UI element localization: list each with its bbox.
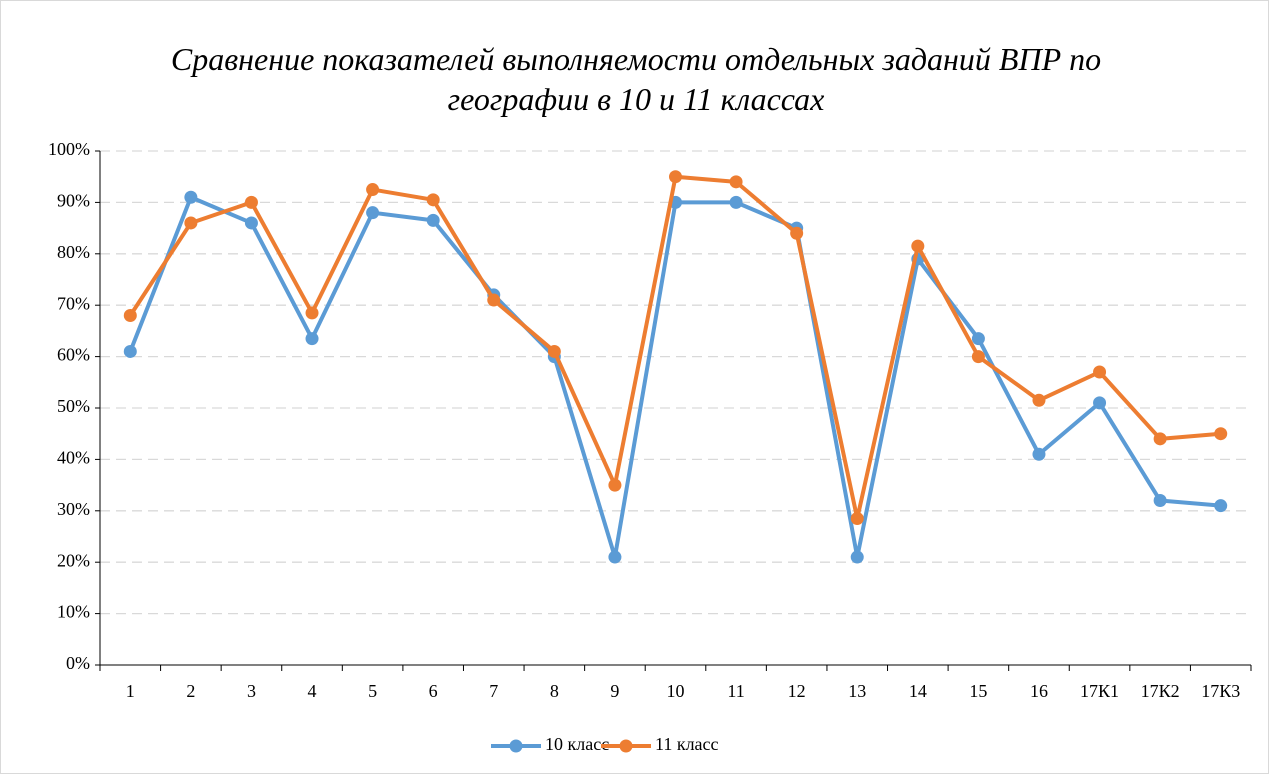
marker — [426, 213, 440, 227]
legend-marker — [619, 739, 633, 753]
marker — [1214, 427, 1228, 441]
marker — [850, 512, 864, 526]
x-tick-label: 5 — [368, 681, 377, 701]
x-tick-label: 4 — [308, 681, 317, 701]
x-tick-label: 10 — [667, 681, 685, 701]
y-tick-label: 100% — [48, 139, 90, 159]
marker — [608, 550, 622, 564]
y-tick-label: 70% — [57, 293, 90, 313]
marker — [366, 206, 380, 220]
x-tick-label: 3 — [247, 681, 256, 701]
y-tick-label: 0% — [66, 653, 90, 673]
marker — [790, 226, 804, 240]
x-tick-label: 13 — [848, 681, 866, 701]
marker — [123, 344, 137, 358]
x-tick-label: 17К1 — [1080, 681, 1119, 701]
marker — [123, 308, 137, 322]
marker — [971, 332, 985, 346]
marker — [1032, 447, 1046, 461]
x-tick-label: 15 — [969, 681, 987, 701]
legend-label: 11 класс — [655, 734, 719, 754]
y-tick-label: 20% — [57, 550, 90, 570]
marker — [244, 216, 258, 230]
marker — [729, 175, 743, 189]
y-tick-label: 60% — [57, 345, 90, 365]
x-tick-label: 17К3 — [1201, 681, 1240, 701]
chart-title: Сравнение показателей выполняемости отде… — [170, 41, 1102, 117]
marker — [729, 195, 743, 209]
marker — [1093, 365, 1107, 379]
marker — [244, 195, 258, 209]
marker — [1093, 396, 1107, 410]
x-tick-label: 2 — [186, 681, 195, 701]
series-line — [128, 174, 1221, 521]
marker — [305, 306, 319, 320]
x-tick-label: 6 — [429, 681, 438, 701]
marker — [850, 550, 864, 564]
y-tick-label: 90% — [57, 191, 90, 211]
marker — [487, 293, 501, 307]
x-tick-label: 14 — [909, 681, 927, 701]
y-tick-label: 10% — [57, 602, 90, 622]
x-tick-label: 8 — [550, 681, 559, 701]
marker — [608, 478, 622, 492]
y-tick-label: 30% — [57, 499, 90, 519]
x-tick-label: 7 — [489, 681, 498, 701]
marker — [426, 193, 440, 207]
x-tick-label: 1 — [126, 681, 135, 701]
series-line — [128, 195, 1221, 560]
marker — [305, 332, 319, 346]
x-tick-label: 17К2 — [1141, 681, 1180, 701]
y-tick-label: 50% — [57, 396, 90, 416]
marker — [1153, 432, 1167, 446]
x-tick-label: 11 — [727, 681, 744, 701]
legend-marker — [509, 739, 523, 753]
marker — [669, 170, 682, 184]
legend-label: 10 класс — [545, 734, 609, 754]
x-tick-label: 9 — [610, 681, 619, 701]
marker — [184, 216, 198, 230]
y-tick-label: 80% — [57, 242, 90, 262]
x-tick-label: 12 — [788, 681, 806, 701]
marker — [1214, 499, 1228, 513]
x-tick-label: 16 — [1030, 681, 1048, 701]
marker — [1153, 494, 1167, 508]
marker — [547, 344, 561, 358]
marker — [971, 350, 985, 364]
marker — [366, 183, 380, 197]
marker — [911, 239, 925, 253]
marker — [1032, 393, 1046, 407]
marker — [184, 190, 198, 204]
y-tick-label: 40% — [57, 448, 90, 468]
